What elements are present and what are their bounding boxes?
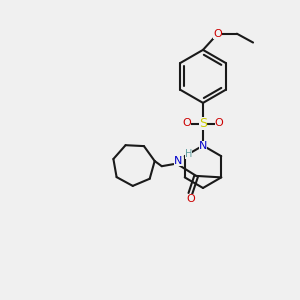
Text: H: H [184, 149, 192, 159]
Text: O: O [215, 118, 224, 128]
Text: N: N [174, 156, 182, 166]
Text: O: O [182, 118, 191, 128]
Text: S: S [199, 117, 207, 130]
Text: O: O [213, 29, 222, 39]
Text: N: N [199, 141, 207, 151]
Text: O: O [186, 194, 195, 204]
